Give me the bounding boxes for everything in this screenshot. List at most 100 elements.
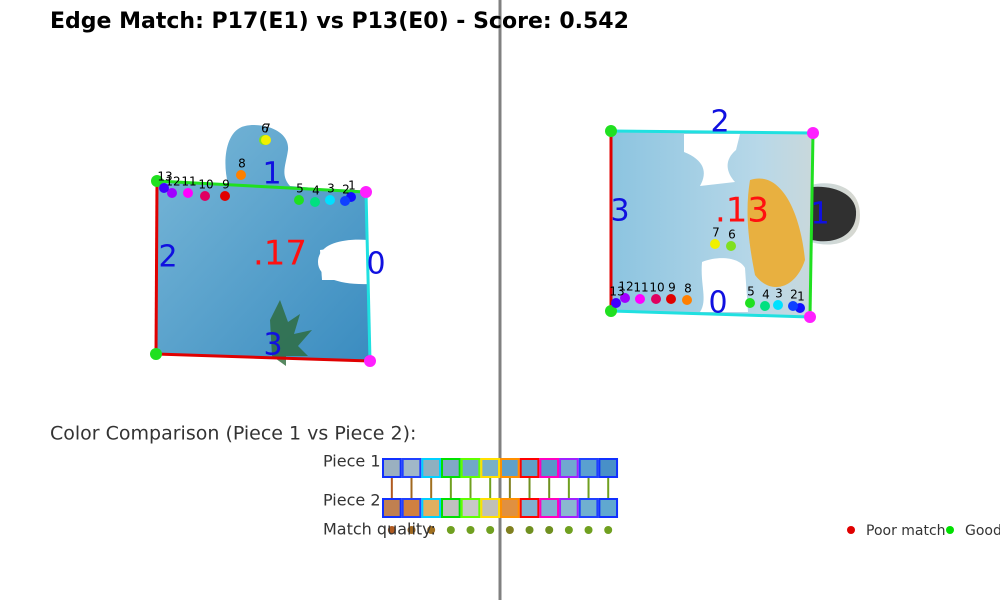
- swatch: [421, 458, 442, 478]
- swatch: [578, 458, 599, 478]
- sample-point: [236, 170, 246, 180]
- point-label: 10: [198, 178, 213, 192]
- swatch: [382, 458, 402, 478]
- sample-point: [682, 295, 692, 305]
- swatch: [559, 498, 579, 518]
- point-label: 4: [312, 184, 320, 198]
- left-piece: [150, 125, 376, 367]
- row-label: Match quality:: [323, 520, 436, 539]
- point-label: 1: [797, 290, 805, 304]
- quality-dot: [584, 526, 593, 534]
- point-label: 7: [263, 122, 271, 136]
- quality-dot: [446, 526, 455, 534]
- quality-dot: [486, 526, 495, 534]
- edge-label: 3: [610, 194, 629, 229]
- swatch: [500, 498, 520, 518]
- legend-label: Good match: [965, 523, 1000, 539]
- quality-dot: [466, 526, 475, 534]
- sample-point: [666, 294, 676, 304]
- point-label: 13: [157, 170, 172, 184]
- point-label: 7: [712, 226, 720, 240]
- point-label: 11: [633, 281, 648, 295]
- swatch: [519, 458, 540, 478]
- swatch: [480, 458, 501, 478]
- title: Edge Match: P17(E1) vs P13(E0) - Score: …: [50, 9, 629, 34]
- swatch: [539, 498, 560, 518]
- sample-point: [773, 300, 783, 310]
- point-label: 9: [222, 178, 230, 192]
- point-label: 10: [649, 281, 664, 295]
- swatch: [500, 458, 520, 478]
- quality-dot: [604, 526, 613, 534]
- piece-id: .17: [253, 234, 307, 274]
- edge-label: 1: [262, 157, 281, 192]
- point-label: 2: [790, 288, 798, 302]
- quality-dot: [407, 526, 416, 534]
- edge-label: 2: [710, 105, 729, 140]
- edge-label: 0: [366, 247, 385, 282]
- sample-point: [220, 191, 230, 201]
- sample-point: [788, 301, 798, 311]
- right-piece: [605, 125, 860, 323]
- sample-point: [745, 298, 755, 308]
- swatch: [578, 498, 599, 518]
- swatch: [401, 458, 422, 478]
- point-label: 6: [261, 122, 269, 136]
- sample-point: [261, 135, 271, 145]
- point-label: 13: [609, 285, 624, 299]
- quality-dot: [505, 526, 514, 534]
- quality-dot: [545, 526, 554, 534]
- point-label: 5: [296, 182, 304, 196]
- legend-dot: [946, 526, 954, 534]
- row-label: Piece 2: [323, 491, 381, 510]
- point-label: 1: [348, 179, 356, 193]
- quality-dot: [525, 526, 534, 534]
- quality-dot: [387, 526, 396, 534]
- sample-point: [611, 298, 621, 308]
- point-label: 9: [668, 281, 676, 295]
- edge-label: 1: [810, 197, 829, 232]
- swatch: [559, 458, 579, 478]
- point-label: 4: [762, 288, 770, 302]
- swatch: [421, 498, 442, 518]
- point-label: 12: [165, 175, 180, 189]
- point-label: 3: [327, 182, 335, 196]
- edge-label: 0: [708, 286, 727, 321]
- sample-point: [167, 188, 177, 198]
- swatch: [441, 458, 461, 478]
- point-label: 8: [684, 282, 692, 296]
- point-label: 8: [238, 157, 246, 171]
- edge-label: 3: [263, 328, 282, 363]
- edge-label: 2: [158, 240, 177, 275]
- point-label: 6: [728, 228, 736, 242]
- point-label: 3: [775, 287, 783, 301]
- sample-point: [159, 183, 169, 193]
- legend-dot: [847, 526, 855, 534]
- sample-point: [726, 241, 736, 251]
- comparison-heading: Color Comparison (Piece 1 vs Piece 2):: [50, 423, 416, 445]
- sample-point: [325, 195, 335, 205]
- sample-point: [200, 191, 210, 201]
- point-label: 2: [342, 183, 350, 197]
- sample-point: [183, 188, 193, 198]
- sample-point: [310, 197, 320, 207]
- point-label: 5: [747, 285, 755, 299]
- quality-dot: [427, 526, 436, 534]
- sample-point: [620, 293, 630, 303]
- point-label: 11: [181, 175, 196, 189]
- row-label: Piece 1: [323, 452, 381, 471]
- swatch: [598, 498, 619, 518]
- sample-point: [651, 294, 661, 304]
- swatch: [441, 498, 461, 518]
- swatch: [598, 458, 619, 478]
- sample-point: [710, 239, 720, 249]
- swatch: [382, 498, 402, 518]
- legend-label: Poor match: [866, 523, 946, 539]
- swatch: [460, 498, 481, 518]
- quality-dot: [564, 526, 573, 534]
- piece-id: .13: [715, 191, 769, 231]
- point-label: 12: [618, 280, 633, 294]
- sample-point: [294, 195, 304, 205]
- swatch: [401, 498, 422, 518]
- sample-point: [340, 196, 350, 206]
